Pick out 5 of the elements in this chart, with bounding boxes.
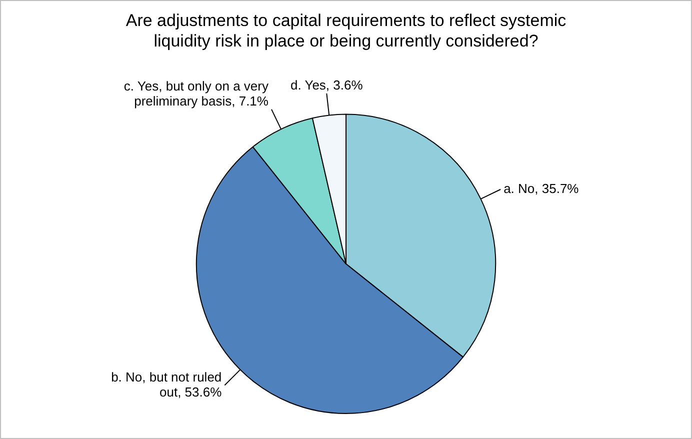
slice-label: b. No, but not ruled out, 53.6%	[111, 369, 222, 400]
slice-label: a. No, 35.7%	[504, 180, 580, 196]
slice-label: c. Yes, but only on a very preliminary basis, 7.1%	[124, 78, 269, 108]
slice-label: d. Yes, 3.6%	[290, 77, 364, 92]
chart-title: Are adjustments to capital requirements to reflect systemic liquidity risk in place or being currently considered?	[126, 10, 567, 50]
